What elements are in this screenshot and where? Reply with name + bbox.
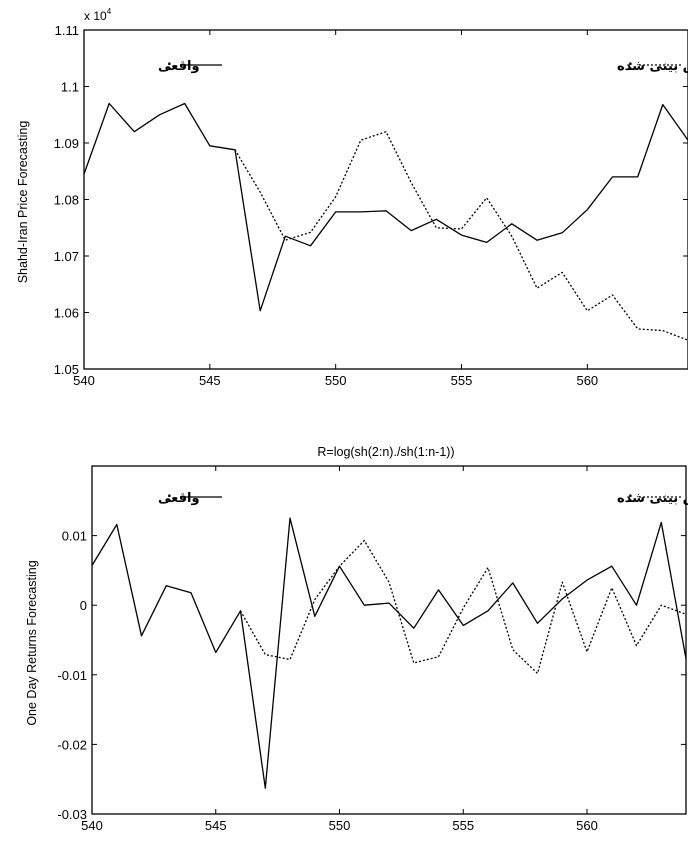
y-tick-label: 0.01 xyxy=(62,529,87,544)
chart-title: R=log(sh(2:n)./sh(1:n-1)) xyxy=(317,445,454,459)
x-tick-label: 555 xyxy=(452,818,474,833)
legend-label-forecast: پیش بینی شده xyxy=(617,491,688,506)
y-tick-label: 1.07 xyxy=(54,249,79,264)
series-lines xyxy=(83,102,688,341)
y-tick-label: 1.06 xyxy=(54,306,79,321)
legend-label-actual: واقعی xyxy=(158,491,200,506)
y-axis-label: Shahd-Iran Price Forecasting xyxy=(16,121,30,284)
legend-entry-forecast: : پیش بینی شده xyxy=(617,59,688,74)
x-tick-label: 540 xyxy=(73,373,95,388)
x-tick-label: 550 xyxy=(325,373,347,388)
price-forecast-chart: x 104 Shahd-Iran Price Forecasting 540 54… xyxy=(16,7,688,388)
returns-forecast-chart: R=log(sh(2:n)./sh(1:n-1)) One Day Return… xyxy=(25,445,688,833)
y-tick-label: -0.01 xyxy=(57,668,87,683)
y-tick-label: 1.09 xyxy=(54,136,79,151)
x-tick-label: 555 xyxy=(451,373,473,388)
x-tick-label: 560 xyxy=(576,373,598,388)
y-tick-label: 0 xyxy=(80,598,87,613)
legend-label-actual: واقعی xyxy=(158,59,200,74)
series-line-actual xyxy=(91,517,687,789)
series-line-forecast xyxy=(239,539,687,675)
x-tick-label: 540 xyxy=(81,818,103,833)
y-tick-label: -0.02 xyxy=(57,737,87,752)
axis-ticks: 540 545 550 555 560 -0.03 -0.02 -0.01 0 0.01 xyxy=(57,466,686,833)
x-tick-label: 550 xyxy=(329,818,351,833)
y-multiplier-label: x 104 xyxy=(84,7,112,23)
y-tick-label: 1.11 xyxy=(55,23,79,38)
legend: : واقعی : پیش بینی شده xyxy=(158,59,688,74)
series-line-forecast xyxy=(234,131,688,341)
series-line-actual xyxy=(83,102,688,312)
legend-label-forecast: پیش بینی شده xyxy=(617,59,688,74)
x-tick-label: 545 xyxy=(205,818,227,833)
x-tick-label: 560 xyxy=(576,818,598,833)
legend-marker: : xyxy=(628,59,633,74)
plot-frame xyxy=(91,465,687,815)
legend-marker: : xyxy=(167,491,172,506)
legend-marker: : xyxy=(628,491,633,506)
y-tick-label: -0.03 xyxy=(57,807,87,822)
y-tick-label: 1.1 xyxy=(61,80,79,95)
legend-entry-actual: : واقعی xyxy=(158,491,222,506)
axis-ticks: 540 545 550 555 560 1.05 1.06 1.07 1.08 1.09 1.1 1.… xyxy=(54,23,688,388)
legend-marker: : xyxy=(167,59,172,74)
plot-frame xyxy=(83,29,688,370)
series-lines xyxy=(91,517,687,789)
legend: : واقعی : پیش بینی شده xyxy=(158,491,688,506)
x-tick-label: 545 xyxy=(199,373,221,388)
y-tick-label: 1.08 xyxy=(54,193,79,208)
y-tick-label: 1.05 xyxy=(54,362,79,377)
y-axis-label: One Day Returns Forecasting xyxy=(25,560,39,725)
legend-entry-actual: : واقعی xyxy=(158,59,222,74)
legend-entry-forecast: : پیش بینی شده xyxy=(617,491,688,506)
